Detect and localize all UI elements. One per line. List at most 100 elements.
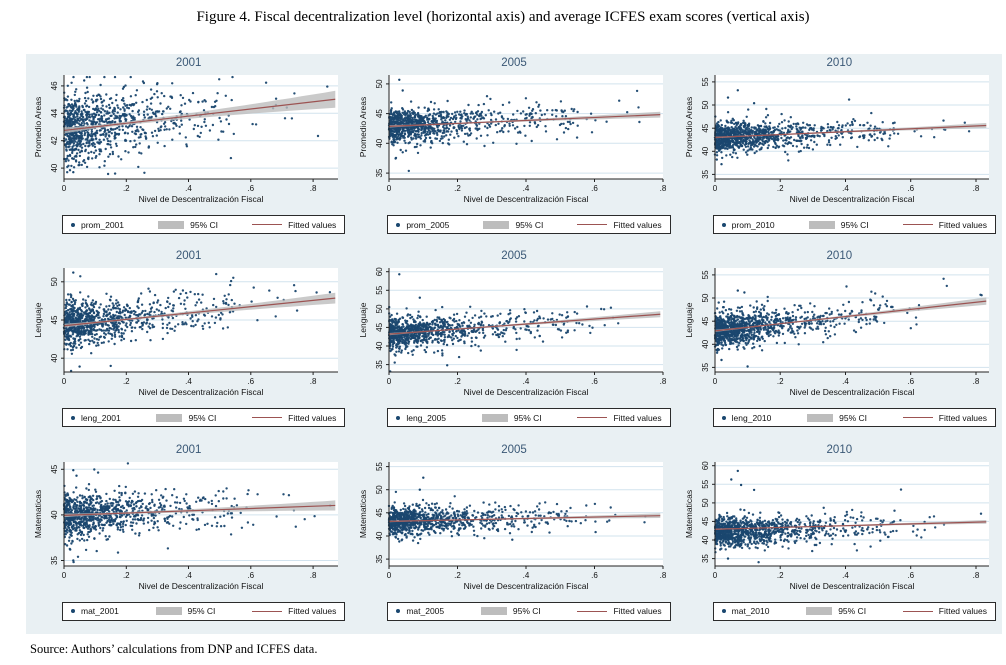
ci-swatch-icon: [808, 220, 835, 229]
legend-item-ci: 95% CI: [155, 606, 215, 616]
legend-item-ci: 95% CI: [156, 413, 216, 423]
fit-line-icon: [252, 417, 283, 419]
legend: prom_2010 95% CI Fitted values: [712, 215, 996, 234]
x-axis-label: Nivel de Descentralización Fiscal: [789, 581, 914, 591]
scatter-marker-icon: [721, 222, 726, 227]
legend-series-label: mat_2010: [731, 606, 770, 617]
svg-text:.4: .4: [185, 184, 192, 193]
fit-line-icon: [252, 610, 283, 612]
scatter-plot-svg: 40 42 44 46 0 .2 .4 .6 .8 Nivel de Descentralizac…: [33, 75, 338, 204]
legend-item-ci: 95% CI: [806, 606, 866, 616]
fit-line-icon: [577, 610, 608, 612]
svg-text:44: 44: [50, 108, 59, 117]
fitted-line: [714, 124, 986, 138]
panel-mat_2010: 2010 35 40 45 50 55 60 0.2.4.6.8 Nivel de Descen…: [679, 443, 1000, 632]
fit-line-icon: [577, 417, 608, 419]
panel-title: 2001: [175, 57, 202, 69]
legend-item-fit: Fitted values: [252, 220, 336, 230]
legend-ci-label: 95% CI: [838, 606, 867, 617]
svg-text:.2: .2: [454, 184, 461, 193]
panel-title: 2010: [826, 57, 853, 69]
y-axis-label: Lenguaje: [684, 303, 694, 338]
ci-swatch-icon: [155, 607, 182, 616]
scatter-marker-icon: [721, 609, 726, 614]
svg-text:45: 45: [50, 315, 59, 324]
svg-text:45: 45: [701, 123, 710, 132]
svg-text:.6: .6: [591, 184, 598, 193]
legend-series-label: mat_2001: [81, 606, 119, 617]
svg-text:50: 50: [50, 277, 59, 286]
legend-series-label: leng_2005: [406, 412, 447, 423]
panel-prom_2005: 2005 35 40 45 50 0 .2 .4 .6 .8 Nivel de Descentral…: [353, 56, 674, 245]
legend-ci-label: 95% CI: [839, 412, 868, 423]
x-axis-label: Nivel de Descentralización Fiscal: [139, 581, 264, 591]
ci-swatch-icon: [156, 413, 183, 422]
y-axis-label: Promedio Areas: [358, 97, 368, 157]
legend: leng_2010 95% CI Fitted values: [712, 408, 996, 428]
scatter-marker-icon: [71, 222, 75, 227]
legend-item-ci: 95% CI: [158, 220, 218, 230]
legend-item-fit: Fitted values: [902, 220, 987, 230]
x-axis-label: Nivel de Descentralización Fiscal: [139, 194, 264, 204]
scatter-plot-svg: 35 40 45 50 0 .2 .4 .6 .8 Nivel de Descentralizac…: [358, 75, 667, 204]
x-axis-label: Nivel de Descentralización Fiscal: [789, 387, 914, 397]
panel-leng_2001: 2001 40 45 50 0 .2 .4 .6 .8 Nivel de Descentraliz…: [28, 249, 349, 438]
y-axis-label: Promedio Areas: [684, 97, 694, 157]
legend-ci-label: 95% CI: [513, 412, 542, 423]
legend-series-label: prom_2001: [81, 219, 125, 230]
fitted-line: [63, 98, 336, 132]
legend-fit-label: Fitted values: [288, 219, 337, 230]
fitted-line: [714, 520, 986, 530]
panel-title: 2005: [501, 57, 527, 69]
x-axis-label: Nivel de Descentralización Fiscal: [139, 387, 264, 397]
fitted-line: [389, 313, 661, 336]
legend-series-label: mat_2005: [406, 606, 445, 617]
svg-text:.2: .2: [123, 377, 130, 386]
legend-ci-label: 95% CI: [515, 219, 544, 230]
panels-grid: 2001 40 42 44 46 0 .2 .4 .6 .8 Nivel de Descentral…: [26, 54, 1002, 634]
legend-item-fit: Fitted values: [902, 606, 987, 616]
svg-text:.8: .8: [972, 184, 979, 193]
svg-text:.8: .8: [310, 184, 317, 193]
legend-item-series: prom_2005: [396, 220, 449, 230]
svg-text:.8: .8: [660, 184, 667, 193]
legend-item-ci: 95% CI: [481, 412, 542, 423]
fit-line-icon: [902, 610, 933, 612]
legend-ci-label: 95% CI: [840, 219, 869, 230]
scatter-marker-icon: [71, 609, 75, 614]
legend: mat_2005 95% CI Fitted values: [387, 601, 671, 621]
svg-text:.2: .2: [123, 184, 130, 193]
ci-swatch-icon: [483, 220, 510, 229]
fitted-line: [714, 300, 986, 332]
legend-fit-label: Fitted values: [288, 412, 337, 423]
legend-item-fit: Fitted values: [252, 413, 336, 423]
svg-text:40: 40: [701, 146, 710, 155]
y-axis-label: Promedio Areas: [33, 97, 43, 157]
legend-item-fit: Fitted values: [577, 606, 662, 616]
legend: prom_2001 95% CI Fitted values: [62, 215, 346, 234]
scatter-plot-svg: 40 45 50 0 .2 .4 .6 .8 Nivel de Descentralizació…: [33, 268, 338, 397]
legend-item-series: mat_2010: [721, 606, 770, 617]
scatter-marker-icon: [396, 609, 401, 614]
legend-item-series: mat_2005: [396, 606, 444, 616]
panel-title: 2005: [501, 250, 527, 263]
svg-text:.4: .4: [185, 377, 192, 386]
legend-fit-label: Fitted values: [613, 412, 662, 423]
fitted-line: [389, 514, 661, 522]
y-axis-label: Matematicas: [358, 490, 368, 538]
y-axis-label: Lenguaje: [33, 303, 43, 338]
ci-swatch-icon: [481, 413, 508, 422]
panel-title: 2001: [175, 443, 202, 456]
svg-text:40: 40: [50, 354, 59, 363]
legend-fit-label: Fitted values: [613, 219, 662, 230]
legend-item-series: mat_2001: [71, 606, 119, 616]
legend-ci-label: 95% CI: [190, 219, 218, 230]
legend: prom_2005 95% CI Fitted values: [387, 215, 671, 234]
scatter-marker-icon: [721, 415, 726, 420]
